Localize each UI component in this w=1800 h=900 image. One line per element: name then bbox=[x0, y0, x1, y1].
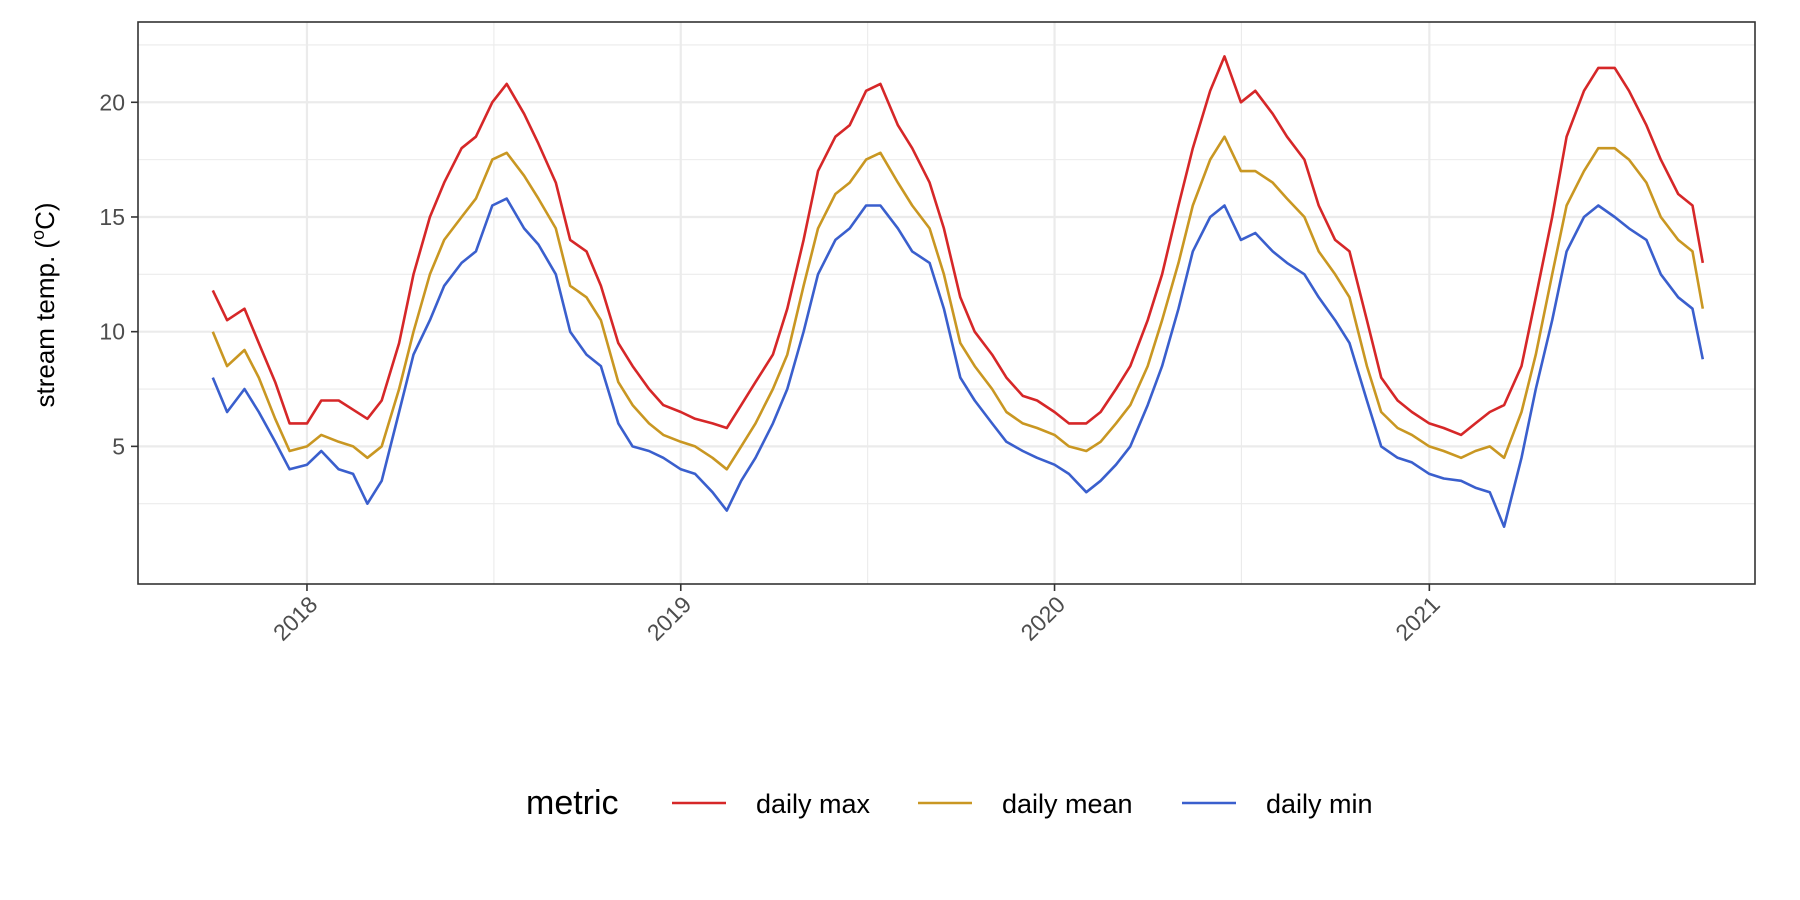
legend: metric daily max daily mean daily min bbox=[526, 784, 1373, 822]
series-line-daily-max bbox=[211, 55, 1705, 437]
grid-lines bbox=[138, 22, 1755, 584]
plot-border bbox=[137, 21, 1756, 585]
legend-label: daily mean bbox=[1002, 789, 1133, 819]
legend-label: daily min bbox=[1266, 789, 1373, 819]
y-axis: 5 10 15 20 bbox=[99, 89, 138, 459]
legend-title: metric bbox=[526, 784, 619, 822]
y-axis-title: stream temp. (oC) bbox=[28, 202, 60, 407]
legend-label: daily max bbox=[756, 789, 871, 819]
y-tick-label: 15 bbox=[99, 204, 125, 230]
x-axis: 2018 2019 2020 2021 bbox=[268, 584, 1445, 646]
x-tick-label: 2019 bbox=[642, 591, 697, 646]
y-axis-title-superscript: o bbox=[28, 230, 48, 240]
series-line-daily-min bbox=[211, 197, 1705, 528]
x-tick-label: 2021 bbox=[1390, 591, 1445, 646]
y-tick-label: 20 bbox=[99, 89, 125, 115]
series-line-daily-mean bbox=[211, 135, 1705, 471]
x-tick-label: 2018 bbox=[268, 591, 323, 646]
y-axis-title-prefix: stream temp. ( bbox=[30, 240, 60, 408]
y-tick-label: 10 bbox=[99, 319, 125, 345]
x-tick-label: 2020 bbox=[1016, 591, 1071, 646]
plot-background bbox=[138, 22, 1755, 584]
series-lines bbox=[211, 55, 1705, 528]
y-tick-label: 5 bbox=[112, 433, 125, 459]
y-axis-title-suffix: C) bbox=[30, 202, 60, 229]
